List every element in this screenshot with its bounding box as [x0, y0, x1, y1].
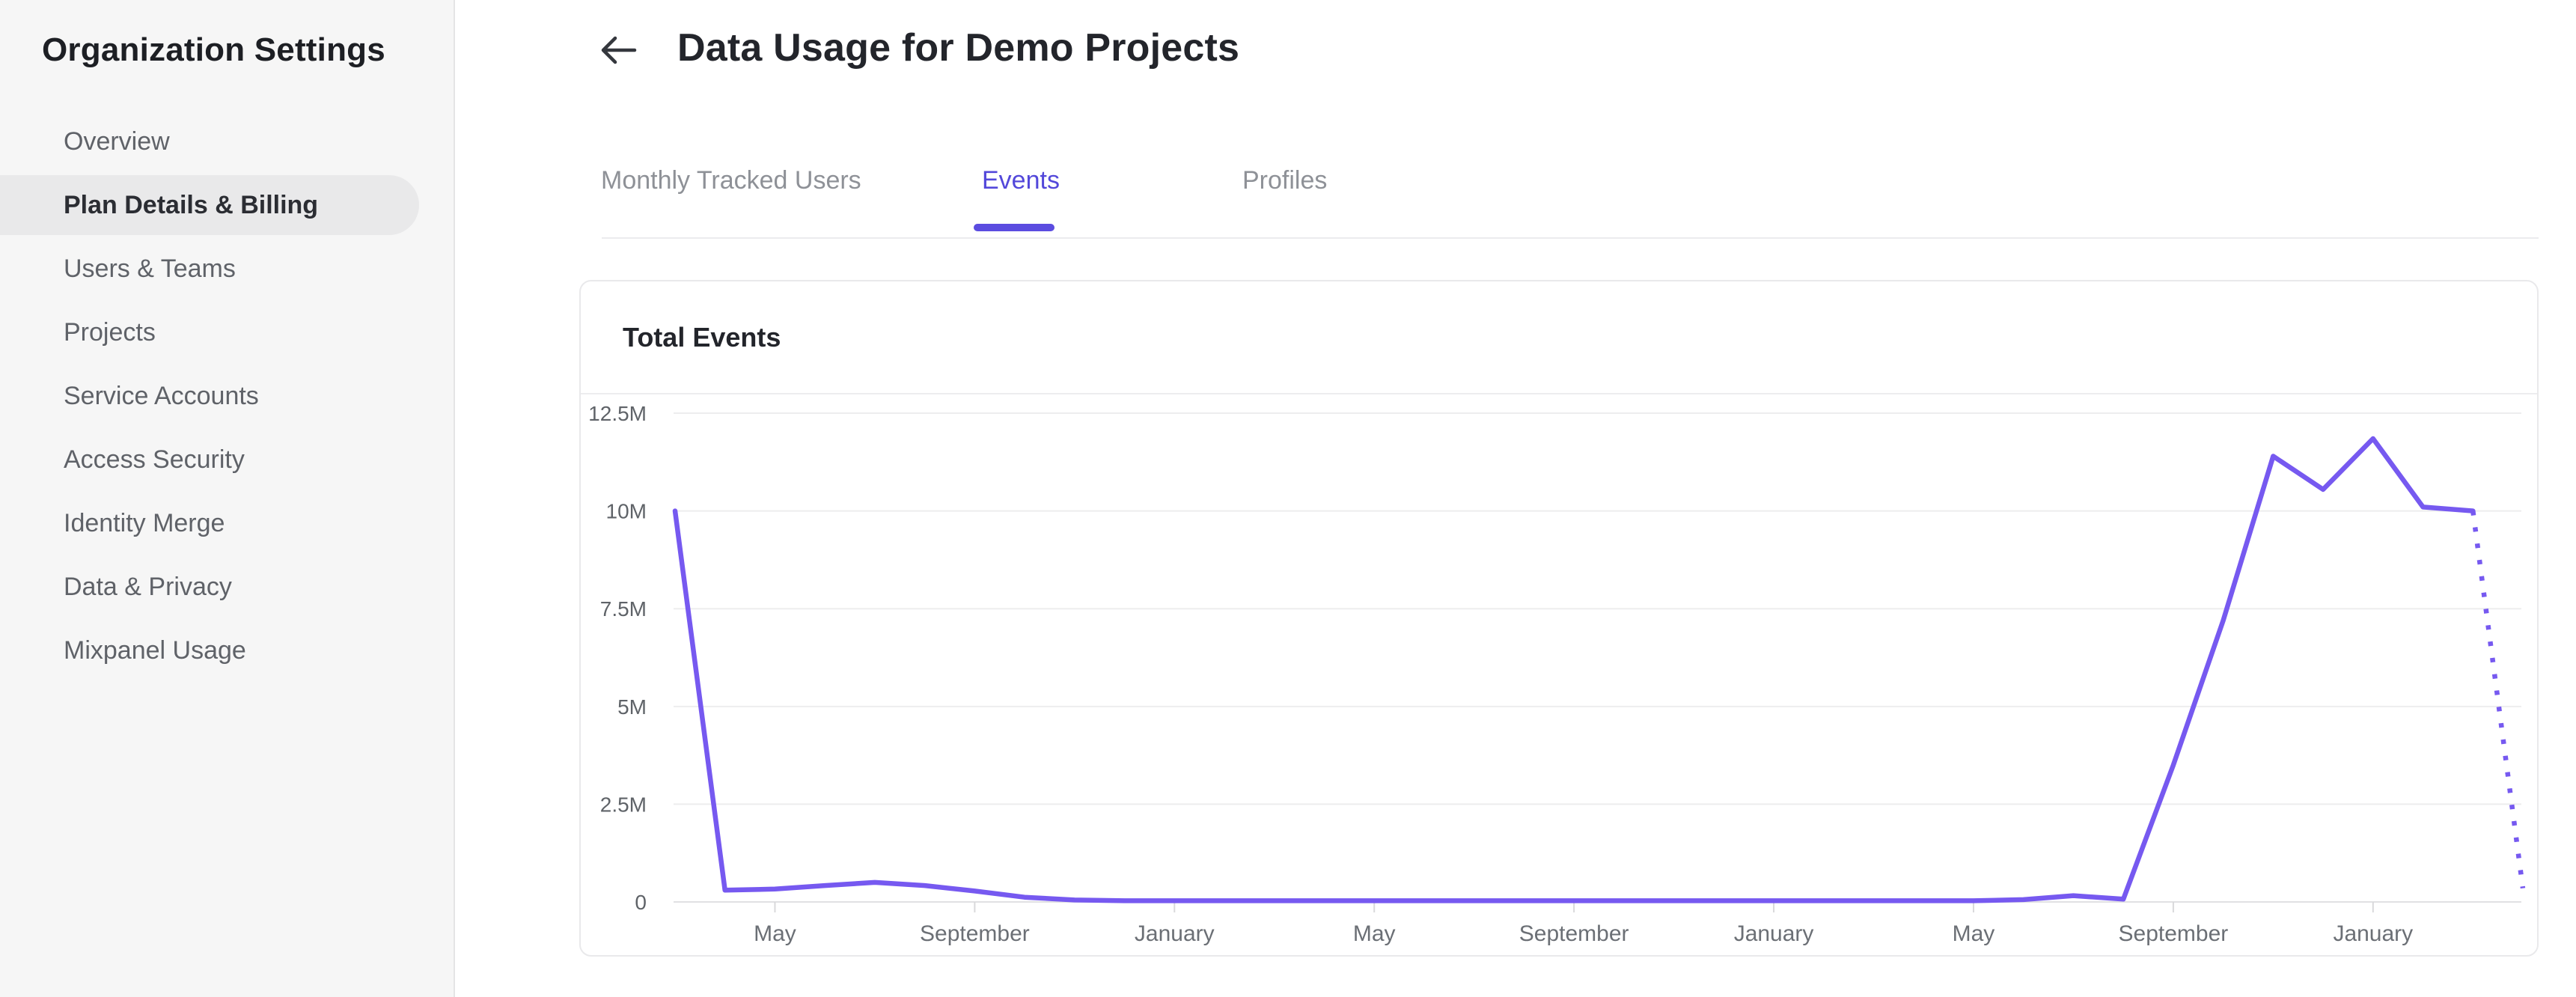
sidebar-item-service-accounts[interactable]: Service Accounts [64, 382, 259, 410]
sidebar: Organization Settings Overview Plan Detai… [0, 0, 455, 997]
x-axis-label-may-6: May [1953, 921, 1995, 946]
y-axis-label-5M: 5M [617, 695, 647, 719]
y-axis-label-12.5M: 12.5M [588, 402, 647, 425]
sidebar-item-overview[interactable]: Overview [64, 127, 170, 156]
x-axis-label-may-3: May [1353, 921, 1396, 946]
sidebar-item-data-privacy[interactable]: Data & Privacy [64, 573, 232, 601]
back-button[interactable] [596, 30, 641, 72]
x-axis-label-september-1: September [920, 921, 1030, 946]
tabs-divider [602, 237, 2539, 239]
x-axis-label-september-4: September [1519, 921, 1629, 946]
arrow-left-icon [597, 32, 639, 70]
total-events-card: Total Events 0 2.5M 5M 7.5M 10M 12.5M May Septe… [579, 280, 2539, 957]
total-events-line-solid [672, 436, 2476, 903]
total-events-line-chart: 0 2.5M 5M 7.5M 10M 12.5M May September January Ma… [588, 402, 2526, 946]
sidebar-item-access-security[interactable]: Access Security [64, 445, 245, 474]
page-title: Data Usage for Demo Projects [677, 26, 1240, 70]
sidebar-nav: Overview Plan Details & Billing Users & Te… [0, 110, 454, 683]
y-axis-label-2.5M: 2.5M [600, 793, 647, 816]
x-axis-label-january-5: January [1734, 921, 1814, 946]
sidebar-item-plan-details-billing[interactable]: Plan Details & Billing [0, 174, 454, 237]
x-axis-label-january-8: January [2333, 921, 2413, 946]
tab-events[interactable]: Events [982, 166, 1060, 195]
x-axis-label-september-7: September [2119, 921, 2229, 946]
sidebar-item-users-teams[interactable]: Users & Teams [64, 254, 236, 283]
sidebar-item-projects[interactable]: Projects [64, 318, 156, 347]
card-header: Total Events [581, 281, 2537, 394]
total-events-line-projected-dotted [2470, 510, 2526, 889]
y-axis-label-7.5M: 7.5M [600, 597, 647, 621]
tab-monthly-tracked-users[interactable]: Monthly Tracked Users [601, 166, 861, 195]
card-title: Total Events [623, 321, 781, 353]
sidebar-item-mixpanel-usage[interactable]: Mixpanel Usage [64, 636, 246, 665]
tab-profiles[interactable]: Profiles [1242, 166, 1328, 195]
x-axis-label-may-0: May [754, 921, 796, 946]
y-axis-label-0: 0 [635, 891, 647, 914]
active-tab-indicator [974, 224, 1054, 231]
y-axis-label-10M: 10M [606, 500, 647, 523]
x-axis-label-january-2: January [1135, 921, 1215, 946]
sidebar-item-identity-merge[interactable]: Identity Merge [64, 509, 225, 537]
chart-area: 0 2.5M 5M 7.5M 10M 12.5M May September January Ma… [581, 396, 2537, 955]
sidebar-title: Organization Settings [42, 31, 385, 68]
